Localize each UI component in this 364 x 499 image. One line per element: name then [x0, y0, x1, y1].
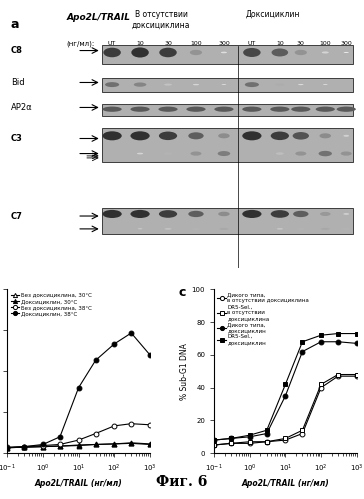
- Ellipse shape: [318, 151, 332, 156]
- Ellipse shape: [293, 211, 309, 217]
- Ellipse shape: [159, 132, 177, 140]
- Text: C7: C7: [11, 212, 23, 221]
- Ellipse shape: [222, 84, 226, 85]
- FancyBboxPatch shape: [102, 45, 353, 64]
- Ellipse shape: [344, 52, 349, 53]
- Ellipse shape: [321, 228, 330, 230]
- Ellipse shape: [242, 107, 261, 112]
- Ellipse shape: [190, 152, 202, 156]
- Text: (нг/мл):: (нг/мл):: [67, 41, 95, 47]
- FancyBboxPatch shape: [102, 128, 353, 162]
- Ellipse shape: [341, 152, 352, 156]
- Ellipse shape: [214, 107, 234, 112]
- Ellipse shape: [291, 107, 310, 112]
- Ellipse shape: [130, 210, 150, 218]
- Ellipse shape: [134, 82, 146, 87]
- Ellipse shape: [323, 84, 328, 85]
- Text: a: a: [11, 17, 19, 31]
- FancyBboxPatch shape: [102, 104, 353, 116]
- Text: 100: 100: [320, 41, 331, 46]
- Ellipse shape: [188, 211, 204, 217]
- Ellipse shape: [130, 107, 150, 112]
- Ellipse shape: [298, 84, 304, 85]
- Ellipse shape: [242, 131, 261, 140]
- Text: Доксициклин: Доксициклин: [246, 10, 300, 19]
- Text: C8: C8: [11, 46, 23, 55]
- Ellipse shape: [159, 48, 177, 57]
- Ellipse shape: [320, 133, 331, 138]
- Ellipse shape: [193, 84, 199, 85]
- Text: 300: 300: [218, 41, 230, 46]
- Text: 100: 100: [190, 41, 202, 46]
- Text: Bid: Bid: [11, 78, 24, 87]
- Ellipse shape: [245, 82, 259, 87]
- Ellipse shape: [343, 213, 349, 215]
- Ellipse shape: [275, 83, 285, 86]
- Legend: Без доксициклина, 30°C, Доксициклин, 30°C, Без доксициклина, 38°C, Доксициклин, : Без доксициклина, 30°C, Доксициклин, 30°…: [10, 292, 92, 316]
- FancyBboxPatch shape: [102, 208, 353, 234]
- FancyBboxPatch shape: [7, 10, 357, 267]
- Ellipse shape: [188, 132, 204, 139]
- Text: В отсутствии
доксициклина: В отсутствии доксициклина: [132, 10, 190, 29]
- Ellipse shape: [271, 210, 289, 218]
- Ellipse shape: [103, 210, 122, 218]
- Text: Фиг. 6: Фиг. 6: [156, 475, 208, 489]
- Ellipse shape: [192, 228, 200, 230]
- FancyBboxPatch shape: [102, 78, 353, 92]
- Ellipse shape: [316, 107, 335, 112]
- Ellipse shape: [270, 107, 289, 112]
- Ellipse shape: [272, 48, 288, 56]
- Ellipse shape: [271, 132, 289, 140]
- Ellipse shape: [159, 210, 177, 218]
- Text: 30: 30: [164, 41, 172, 46]
- Text: 10: 10: [136, 41, 144, 46]
- Ellipse shape: [186, 107, 206, 112]
- X-axis label: Apo2L/TRAIL (нг/мл): Apo2L/TRAIL (нг/мл): [242, 479, 329, 488]
- Ellipse shape: [320, 212, 331, 216]
- Text: 300: 300: [340, 41, 352, 46]
- Ellipse shape: [243, 48, 261, 57]
- Ellipse shape: [293, 132, 309, 140]
- Text: Apo2L/TRAIL: Apo2L/TRAIL: [67, 12, 131, 21]
- Ellipse shape: [218, 212, 230, 216]
- Text: UT: UT: [248, 41, 256, 46]
- Y-axis label: % Sub-G1 DNA: % Sub-G1 DNA: [180, 343, 189, 400]
- Ellipse shape: [337, 107, 356, 112]
- Ellipse shape: [295, 152, 306, 156]
- X-axis label: Apo2L/TRAIL (нг/мл): Apo2L/TRAIL (нг/мл): [35, 479, 122, 488]
- Ellipse shape: [131, 47, 149, 57]
- Ellipse shape: [322, 51, 329, 53]
- Ellipse shape: [218, 151, 230, 156]
- Ellipse shape: [297, 228, 305, 230]
- Ellipse shape: [103, 48, 121, 57]
- Ellipse shape: [164, 83, 172, 86]
- Text: 30: 30: [297, 41, 305, 46]
- Text: AP2α: AP2α: [11, 103, 32, 112]
- Ellipse shape: [105, 82, 119, 87]
- Ellipse shape: [164, 152, 172, 155]
- Ellipse shape: [219, 228, 229, 230]
- Ellipse shape: [165, 228, 171, 230]
- Ellipse shape: [158, 107, 178, 112]
- Ellipse shape: [295, 50, 307, 55]
- Ellipse shape: [190, 50, 202, 55]
- Ellipse shape: [103, 107, 122, 112]
- Text: c: c: [178, 286, 186, 299]
- Ellipse shape: [130, 131, 150, 140]
- Ellipse shape: [277, 229, 283, 230]
- Ellipse shape: [218, 133, 230, 138]
- Text: UT: UT: [108, 41, 116, 46]
- Text: 10: 10: [276, 41, 284, 46]
- Ellipse shape: [276, 152, 284, 155]
- Ellipse shape: [242, 210, 261, 218]
- Legend: Дикого типа,
в отсутствии доксициклина, DR5-Sel.,
в отсутствии
доксициклина, Дик: Дикого типа, в отсутствии доксициклина, …: [217, 292, 310, 345]
- Ellipse shape: [221, 52, 227, 53]
- Ellipse shape: [342, 228, 351, 230]
- Ellipse shape: [103, 131, 122, 140]
- Text: C3: C3: [11, 134, 23, 143]
- Ellipse shape: [343, 135, 349, 137]
- Ellipse shape: [137, 153, 143, 154]
